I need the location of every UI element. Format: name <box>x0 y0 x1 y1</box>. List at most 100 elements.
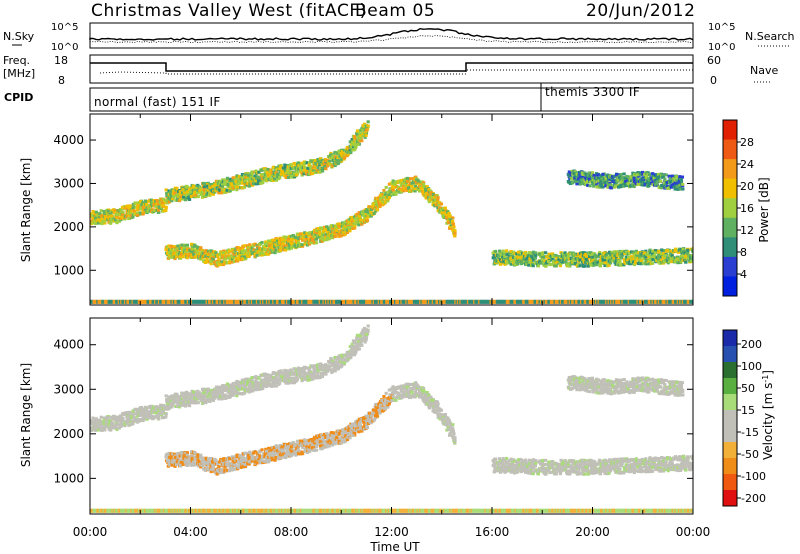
power-cell <box>313 228 317 232</box>
power-cell <box>336 158 340 162</box>
power-cell <box>289 164 293 168</box>
power-cell <box>181 299 185 304</box>
power-cell <box>235 256 239 260</box>
power-cell <box>644 299 647 304</box>
power-cell <box>254 299 258 304</box>
power-cell <box>190 242 194 246</box>
power-cell <box>540 253 545 257</box>
power-cell <box>247 299 250 304</box>
power-cell <box>191 188 195 192</box>
power-cell <box>314 241 319 245</box>
power-cell <box>570 181 575 185</box>
power-cell <box>498 249 502 253</box>
power-cell <box>188 187 192 191</box>
power-cell <box>625 255 629 259</box>
power-cell <box>580 179 584 183</box>
power-cell <box>313 166 317 170</box>
power-cell <box>314 237 319 241</box>
power-cell <box>691 254 693 258</box>
power-cell <box>518 258 522 262</box>
power-cell <box>633 299 637 304</box>
power-cell <box>245 299 249 304</box>
power-cell <box>420 299 423 304</box>
power-cell <box>372 202 376 206</box>
power-cell <box>598 253 602 257</box>
power-cell <box>137 299 141 304</box>
power-cell <box>655 173 659 177</box>
power-cell <box>596 299 599 304</box>
power-cell <box>599 174 603 178</box>
power-cell <box>185 256 189 260</box>
power-cell <box>593 253 597 257</box>
power-cell <box>588 184 592 188</box>
velocity-cell <box>102 426 106 430</box>
cpid-frame <box>89 87 694 112</box>
power-cell <box>287 242 291 246</box>
power-cell <box>185 246 190 250</box>
power-cell <box>622 172 626 176</box>
power-cell <box>304 299 308 304</box>
power-cell <box>363 299 367 304</box>
power-cell <box>505 249 509 253</box>
power-cell <box>185 299 188 304</box>
power-cell <box>308 299 312 304</box>
power-cell <box>567 264 571 268</box>
power-cell <box>571 299 574 304</box>
power-cell <box>556 261 561 265</box>
power-cell <box>416 179 421 183</box>
power-cell <box>563 251 567 255</box>
power-cell <box>307 163 311 167</box>
power-cell <box>361 125 365 129</box>
power-cell <box>503 251 507 255</box>
power-cell <box>98 212 102 216</box>
velocity-cell <box>135 414 139 418</box>
power-cell <box>658 261 662 265</box>
power-cell <box>681 187 685 191</box>
power-cell <box>629 255 633 259</box>
power-cell <box>679 178 683 182</box>
power-cell <box>581 172 585 176</box>
power-cell <box>279 249 283 253</box>
power-cell <box>454 299 457 304</box>
velocity-cell <box>97 423 101 427</box>
power-cell <box>100 299 103 304</box>
velocity-cell <box>94 417 98 421</box>
power-cell <box>509 299 513 304</box>
power-cell <box>683 250 687 254</box>
power-cell <box>250 172 254 176</box>
power-cell <box>471 299 475 304</box>
power-cell <box>573 299 577 304</box>
power-cell <box>362 299 366 304</box>
power-cell <box>621 249 625 253</box>
power-cell <box>258 176 262 180</box>
power-cell <box>175 252 180 256</box>
power-cell <box>183 193 187 197</box>
power-cell <box>499 258 503 262</box>
power-cell <box>179 253 183 257</box>
power-cell <box>543 299 547 304</box>
power-cell <box>398 187 402 191</box>
power-cell <box>451 228 455 232</box>
power-cell <box>562 299 565 304</box>
power-cell <box>510 262 514 266</box>
power-cell <box>359 213 363 217</box>
power-cell <box>144 299 147 304</box>
power-cell <box>647 299 651 304</box>
velocity-cell <box>109 428 113 432</box>
power-cell <box>665 248 670 252</box>
power-cell <box>474 299 477 304</box>
power-cell <box>167 244 171 248</box>
velocity-cell <box>117 423 121 427</box>
velocity-cell <box>111 414 116 418</box>
power-cell <box>132 209 136 213</box>
power-cell <box>402 186 406 190</box>
power-cell <box>165 191 169 195</box>
velocity-cell <box>121 419 125 423</box>
colorbar-tick-label: 12 <box>740 224 754 237</box>
power-cell <box>263 173 268 177</box>
power-cell <box>667 257 671 261</box>
power-cell <box>586 299 589 304</box>
nsky-trace <box>89 27 694 41</box>
power-cell <box>497 299 500 304</box>
power-cell <box>318 233 322 237</box>
